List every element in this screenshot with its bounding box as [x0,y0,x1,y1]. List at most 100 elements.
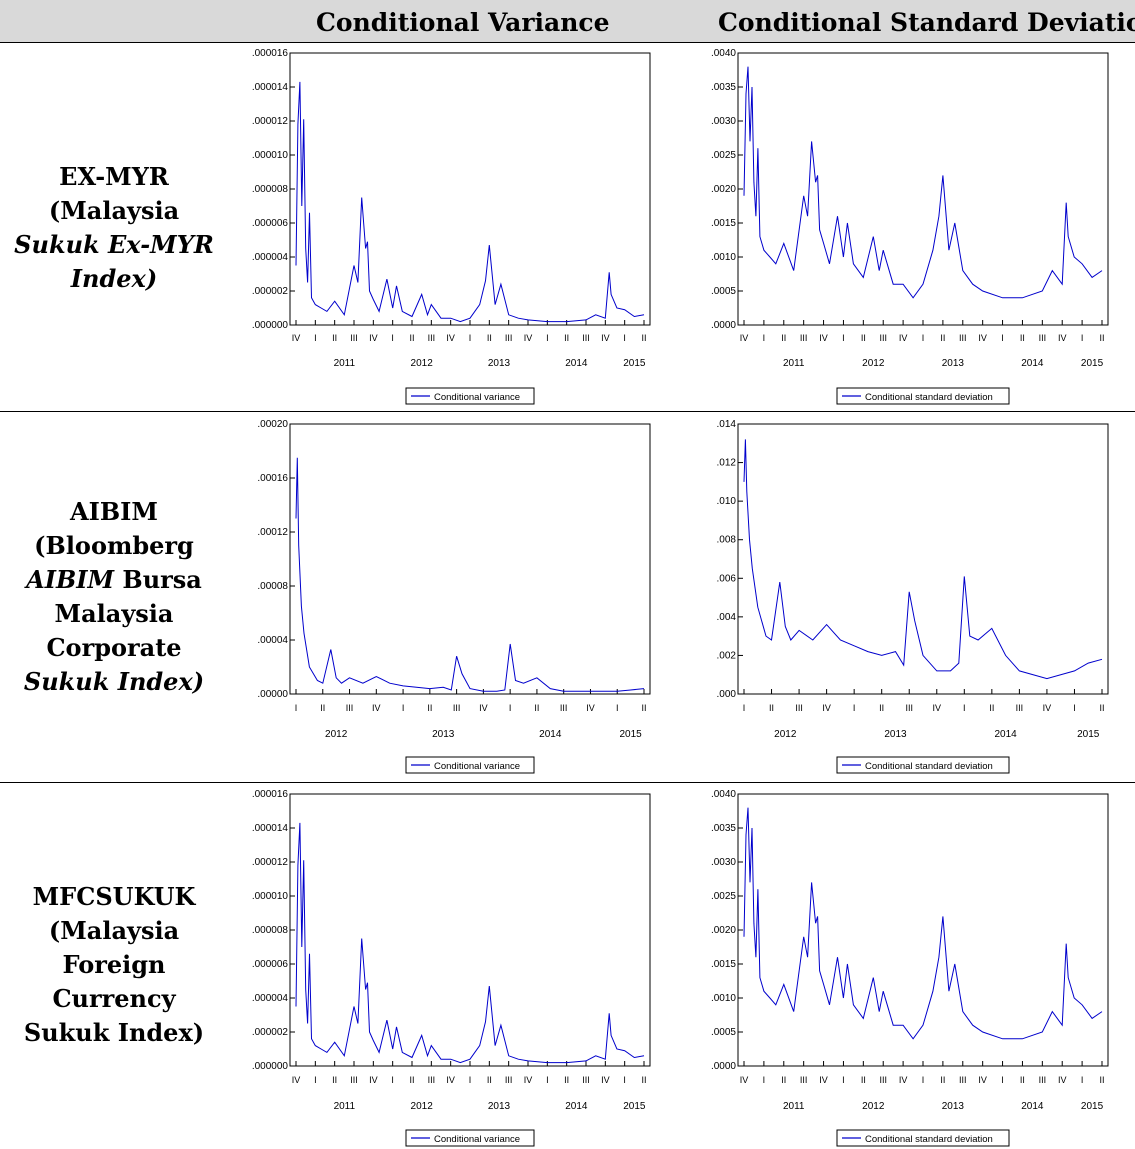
row-label-text: Sukuk Index) [23,667,205,696]
x-quarter-label: I [1001,333,1004,343]
x-quarter-label: I [1001,1075,1004,1085]
x-quarter-label: III [795,703,803,713]
x-quarter-label: IV [446,333,455,343]
x-year-label: 2013 [942,1101,965,1112]
x-quarter-label: IV [1058,1075,1067,1085]
row-label-text: AIBIM [70,497,158,526]
row-label-text: Bursa [114,565,202,594]
x-quarter-label: III [582,333,590,343]
header-bar [0,0,1135,42]
y-tick-label: .0005 [711,1027,736,1038]
x-quarter-label: II [879,703,884,713]
chart-6: .0000 .0005 .0010 .0015 .0020 .0025 .0030 .0035… [711,789,1109,1147]
x-year-label: 2012 [774,729,797,740]
x-quarter-label: III [1039,333,1047,343]
x-quarter-label: II [409,333,414,343]
x-quarter-label: IV [740,333,749,343]
legend-box [405,387,535,405]
x-quarter-label: II [1020,333,1025,343]
y-tick-label: .000016 [252,48,289,59]
x-quarter-label: IV [1043,703,1052,713]
legend-label: Conditional variance [434,1134,520,1145]
y-tick-label: .000006 [252,959,289,970]
row-label-text: EX-MYR [59,162,169,191]
x-quarter-label: I [509,703,512,713]
row-label-line: (Malaysia [0,194,228,228]
y-tick-label: .000004 [252,993,289,1004]
x-year-label: 2014 [1021,358,1044,369]
y-tick-label: .014 [717,419,737,430]
y-tick-label: .010 [717,496,737,507]
y-tick-label: .00008 [257,581,288,592]
row-label-mfcsukuk: MFCSUKUK (Malaysia Foreign Currency Sukuk In… [0,880,228,1050]
header-conditional-standard-deviation: Conditional Standard Deviation [718,8,1135,37]
y-tick-label: .000014 [252,823,289,834]
legend-box [405,1129,535,1147]
x-quarter-label: II [769,703,774,713]
x-quarter-label: I [391,333,394,343]
series-line [295,457,645,692]
row-label-line: Sukuk Index) [0,1016,228,1050]
x-quarter-label: I [314,1075,317,1085]
x-quarter-label: II [641,333,646,343]
x-quarter-label: III [879,333,887,343]
x-quarter-label: IV [899,333,908,343]
x-year-label: 2013 [942,358,965,369]
plot-frame [289,423,651,695]
x-quarter-label: IV [978,333,987,343]
row-label-line: AIBIM [0,495,228,529]
row-label-ex-myr: EX-MYR (Malaysia Sukuk Ex-MYR Index) [0,160,228,296]
table-rule-top [0,42,1135,43]
series-line [295,81,645,323]
row-label-line: Index) [0,262,228,296]
row-label-line: AIBIM Bursa [0,563,228,597]
x-year-label: 2014 [565,1101,588,1112]
x-year-label: 2015 [1077,729,1100,740]
row-label-text: Corporate [46,633,182,662]
x-quarter-label: IV [524,1075,533,1085]
plot-frame [737,423,1109,695]
x-quarter-label: II [781,1075,786,1085]
row-label-text: Sukuk Ex-MYR [14,230,214,259]
x-year-label: 2011 [334,1101,356,1112]
legend-box [836,387,1010,405]
row-label-line: Foreign [0,948,228,982]
x-quarter-label: II [1099,333,1104,343]
x-quarter-label: III [800,333,808,343]
row-label-line: Malaysia [0,597,228,631]
x-quarter-label: II [332,333,337,343]
y-tick-label: .000002 [252,1027,289,1038]
legend-box [836,756,1010,774]
legend-label: Conditional standard deviation [865,1134,993,1145]
series-line [743,807,1103,1040]
row-label-line: Currency [0,982,228,1016]
y-tick-label: .0035 [711,82,736,93]
x-quarter-label: IV [819,333,828,343]
row-label-line: Sukuk Index) [0,665,228,699]
x-year-label: 2013 [432,729,455,740]
x-quarter-label: II [534,703,539,713]
header-conditional-variance: Conditional Variance [316,8,610,37]
x-quarter-label: I [546,333,549,343]
x-quarter-label: I [469,333,472,343]
row-label-line: (Malaysia [0,914,228,948]
y-tick-label: .004 [717,612,737,623]
plot-frame [289,52,651,326]
x-quarter-label: I [922,333,925,343]
y-tick-label: .000 [717,689,737,700]
x-quarter-label: III [346,703,354,713]
y-tick-label: .0025 [711,891,736,902]
y-tick-label: .0000 [711,320,736,331]
row-label-line: Sukuk Ex-MYR [0,228,228,262]
x-year-label: 2012 [411,358,434,369]
x-quarter-label: I [763,333,766,343]
x-quarter-label: IV [369,333,378,343]
x-quarter-label: II [564,1075,569,1085]
y-tick-label: .0025 [711,150,736,161]
x-quarter-label: III [905,703,913,713]
x-year-label: 2015 [1081,358,1104,369]
x-year-label: 2011 [783,1101,805,1112]
x-quarter-label: I [623,1075,626,1085]
